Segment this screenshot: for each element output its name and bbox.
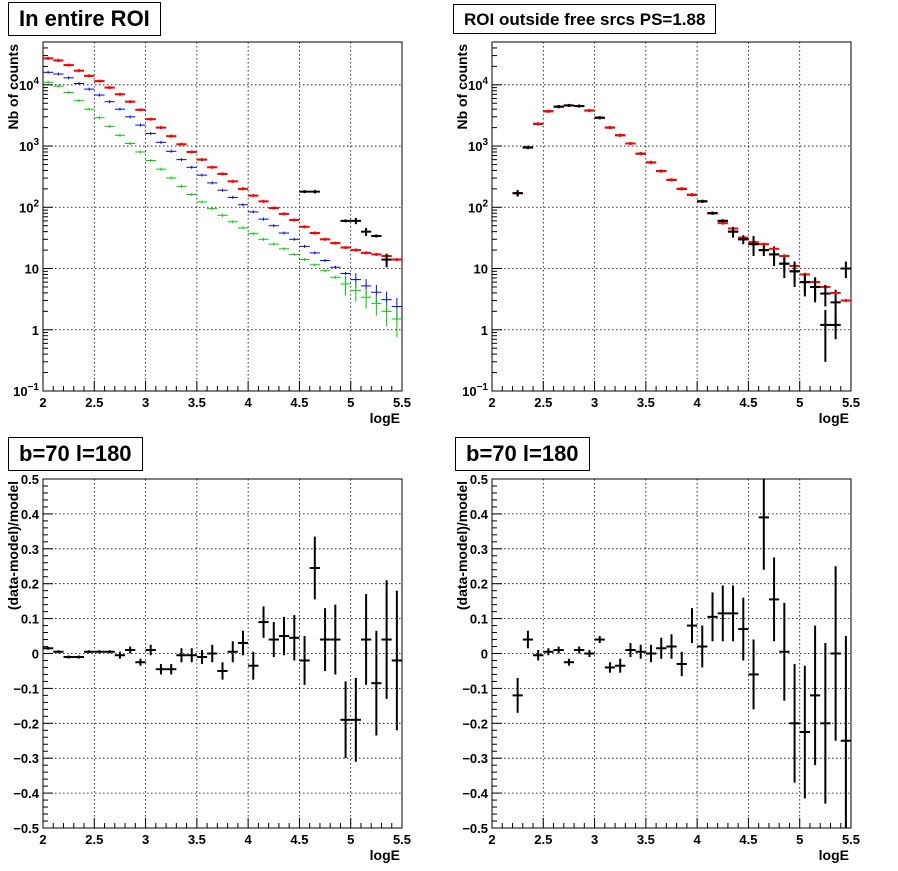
series-3 [43, 80, 402, 338]
y-tick-label: 0.2 [21, 577, 39, 592]
y-tick-label: −0.5 [462, 821, 488, 836]
y-axis-label: (data-model)/model [454, 481, 470, 610]
x-tick-label: 2 [39, 395, 46, 410]
x-tick-label: 2.5 [85, 832, 103, 847]
x-tick-label: 2 [488, 395, 495, 410]
y-tick-label: −0.4 [462, 786, 488, 801]
y-tick-label: 0 [481, 647, 488, 662]
y-axis-label: Nb of counts [5, 44, 21, 130]
x-tick-label: 3 [142, 832, 149, 847]
x-tick-label: 3.5 [188, 832, 206, 847]
y-tick-label: 0.1 [21, 612, 39, 627]
y-tick-label: 10 [474, 262, 488, 277]
y-tick-label: −0.1 [13, 681, 39, 696]
x-tick-label: 4 [245, 395, 253, 410]
y-tick-label: −0.3 [462, 751, 488, 766]
x-tick-label: 4.5 [739, 832, 757, 847]
y-tick-label: 1 [32, 323, 39, 338]
x-tick-label: 5 [347, 395, 354, 410]
x-tick-label: 5 [796, 832, 803, 847]
x-axis-label: logE [370, 410, 400, 426]
panel-3-title: b=70 l=180 [8, 437, 143, 471]
series-2 [43, 70, 402, 319]
y-tick-label: 104 [19, 76, 39, 93]
y-tick-label: 0.5 [470, 472, 488, 487]
x-tick-label: 4 [245, 832, 253, 847]
y-tick-label: 10−1 [13, 382, 39, 399]
x-axis-label: logE [819, 410, 849, 426]
x-tick-label: 5 [347, 832, 354, 847]
y-tick-label: 10−1 [462, 382, 488, 399]
y-tick-label: 0.1 [470, 612, 488, 627]
y-tick-label: 0.4 [21, 507, 40, 522]
x-tick-label: 5.5 [393, 832, 411, 847]
series-1 [512, 479, 851, 828]
series-4 [299, 189, 392, 268]
x-tick-label: 3 [142, 395, 149, 410]
x-tick-label: 2 [39, 832, 46, 847]
x-tick-label: 5 [796, 395, 803, 410]
y-tick-label: 102 [19, 198, 39, 215]
panel-4-title: b=70 l=180 [455, 437, 590, 471]
x-tick-label: 2.5 [85, 395, 103, 410]
x-tick-label: 3.5 [637, 395, 655, 410]
y-tick-label: 0.2 [470, 577, 488, 592]
series-3 [512, 103, 841, 340]
x-tick-label: 3.5 [637, 832, 655, 847]
x-tick-label: 3 [591, 395, 598, 410]
panel-4: 2 2.5 3 3.5 4 4.5 5 5.5 −0.5 −0.4 −0.3 −0.2 −0.1 0 0.1… [454, 472, 860, 863]
x-tick-label: 4 [694, 395, 702, 410]
panel-1: 2 2.5 3 3.5 4 4.5 5 5.5 10−1 1 10 102 103 104 logE Nb o… [5, 41, 411, 426]
panel-2: 2 2.5 3 3.5 4 4.5 5 5.5 10−1 1 10 102 103 104 logE Nb o… [454, 41, 860, 426]
y-tick-label: −0.5 [13, 821, 39, 836]
y-tick-label: 103 [19, 137, 39, 154]
x-tick-label: 5.5 [842, 832, 860, 847]
x-tick-label: 3.5 [188, 395, 206, 410]
plot-frame [491, 41, 852, 392]
y-tick-label: 103 [468, 137, 488, 154]
y-tick-label: 10 [25, 262, 39, 277]
y-tick-label: 0.5 [21, 472, 39, 487]
panel-2-title: ROI outside free srcs PS=1.88 [453, 4, 717, 34]
x-tick-label: 4.5 [739, 395, 757, 410]
x-tick-label: 5.5 [393, 395, 411, 410]
x-tick-label: 5.5 [842, 395, 860, 410]
x-tick-label: 4.5 [290, 832, 308, 847]
series-1 [43, 536, 402, 762]
y-tick-label: 104 [468, 76, 488, 93]
y-tick-label: −0.1 [462, 681, 488, 696]
panel-3: 2 2.5 3 3.5 4 4.5 5 5.5 −0.5 −0.4 −0.3 −0.2 −0.1 0 0.1… [5, 472, 411, 863]
y-tick-label: −0.2 [462, 716, 488, 731]
x-tick-label: 2.5 [534, 395, 552, 410]
series-1 [43, 56, 402, 262]
y-tick-label: −0.4 [13, 786, 39, 801]
x-axis-label: logE [370, 847, 400, 863]
y-tick-label: −0.3 [13, 751, 39, 766]
y-tick-label: 102 [468, 198, 488, 215]
x-tick-label: 2.5 [534, 832, 552, 847]
x-tick-label: 3 [591, 832, 598, 847]
y-axis-label: (data-model)/model [5, 481, 21, 610]
panel-1-title: In entire ROI [8, 2, 161, 36]
plot-frame [491, 478, 852, 829]
y-tick-label: 0.4 [470, 507, 489, 522]
x-tick-label: 4.5 [290, 395, 308, 410]
y-tick-label: −0.2 [13, 716, 39, 731]
y-tick-label: 0.3 [21, 542, 39, 557]
x-axis-label: logE [819, 847, 849, 863]
y-tick-label: 0 [32, 647, 39, 662]
y-tick-label: 1 [481, 323, 488, 338]
y-tick-label: 0.3 [470, 542, 488, 557]
x-tick-label: 2 [488, 832, 495, 847]
x-tick-label: 4 [694, 832, 702, 847]
y-axis-label: Nb of counts [454, 44, 470, 130]
